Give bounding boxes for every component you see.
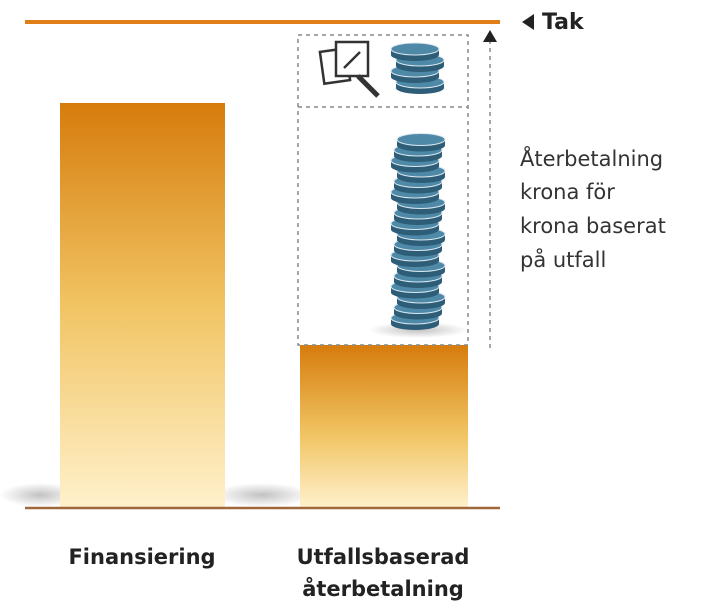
coin [391,43,439,55]
coin [397,134,445,146]
bar-label: Utfallsbaserad [297,545,470,569]
arrow-head [483,30,497,42]
bar-label: Finansiering [68,545,215,569]
cap-pointer [522,14,534,30]
side-note: på utfall [520,247,606,272]
shadow [212,483,312,507]
bar-label: återbetalning [302,576,464,601]
bar [300,345,468,508]
coin-stacks [391,43,445,330]
side-note: krona för [520,180,615,204]
contract-icon [320,42,378,96]
diagram: Tak Återbetalning krona för krona basera… [0,0,708,604]
side-note: Återbetalning [520,145,663,171]
cap-label: Tak [542,10,585,35]
side-note: krona baserat [520,214,666,238]
bar [60,103,225,508]
